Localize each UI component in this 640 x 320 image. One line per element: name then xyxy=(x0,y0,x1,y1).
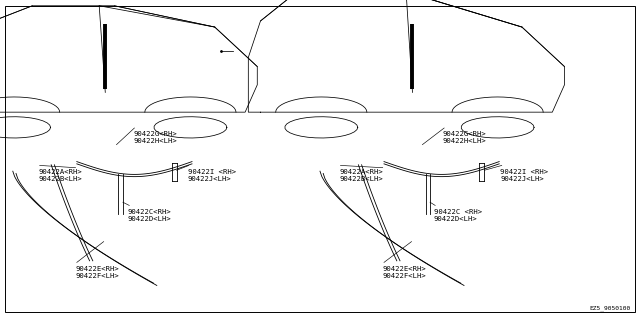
Text: 90422C<RH>
90422D<LH>: 90422C<RH> 90422D<LH> xyxy=(128,209,172,222)
Text: 90422A<RH>
90422B<LH>: 90422A<RH> 90422B<LH> xyxy=(339,169,383,182)
Text: 90422I <RH>
90422J<LH>: 90422I <RH> 90422J<LH> xyxy=(500,169,548,182)
Text: 90422A<RH>
90422B<LH>: 90422A<RH> 90422B<LH> xyxy=(38,169,82,182)
Text: 90422G<RH>
90422H<LH>: 90422G<RH> 90422H<LH> xyxy=(133,131,177,144)
Text: 90422E<RH>
90422F<LH>: 90422E<RH> 90422F<LH> xyxy=(76,266,119,279)
Text: 90422G<RH>
90422H<LH>: 90422G<RH> 90422H<LH> xyxy=(443,131,486,144)
Text: EZ5_9050100: EZ5_9050100 xyxy=(589,305,630,311)
Text: 90422I <RH>
90422J<LH>: 90422I <RH> 90422J<LH> xyxy=(188,169,236,182)
Text: 90422C <RH>
90422D<LH>: 90422C <RH> 90422D<LH> xyxy=(434,209,482,222)
Text: 90422E<RH>
90422F<LH>: 90422E<RH> 90422F<LH> xyxy=(383,266,426,279)
